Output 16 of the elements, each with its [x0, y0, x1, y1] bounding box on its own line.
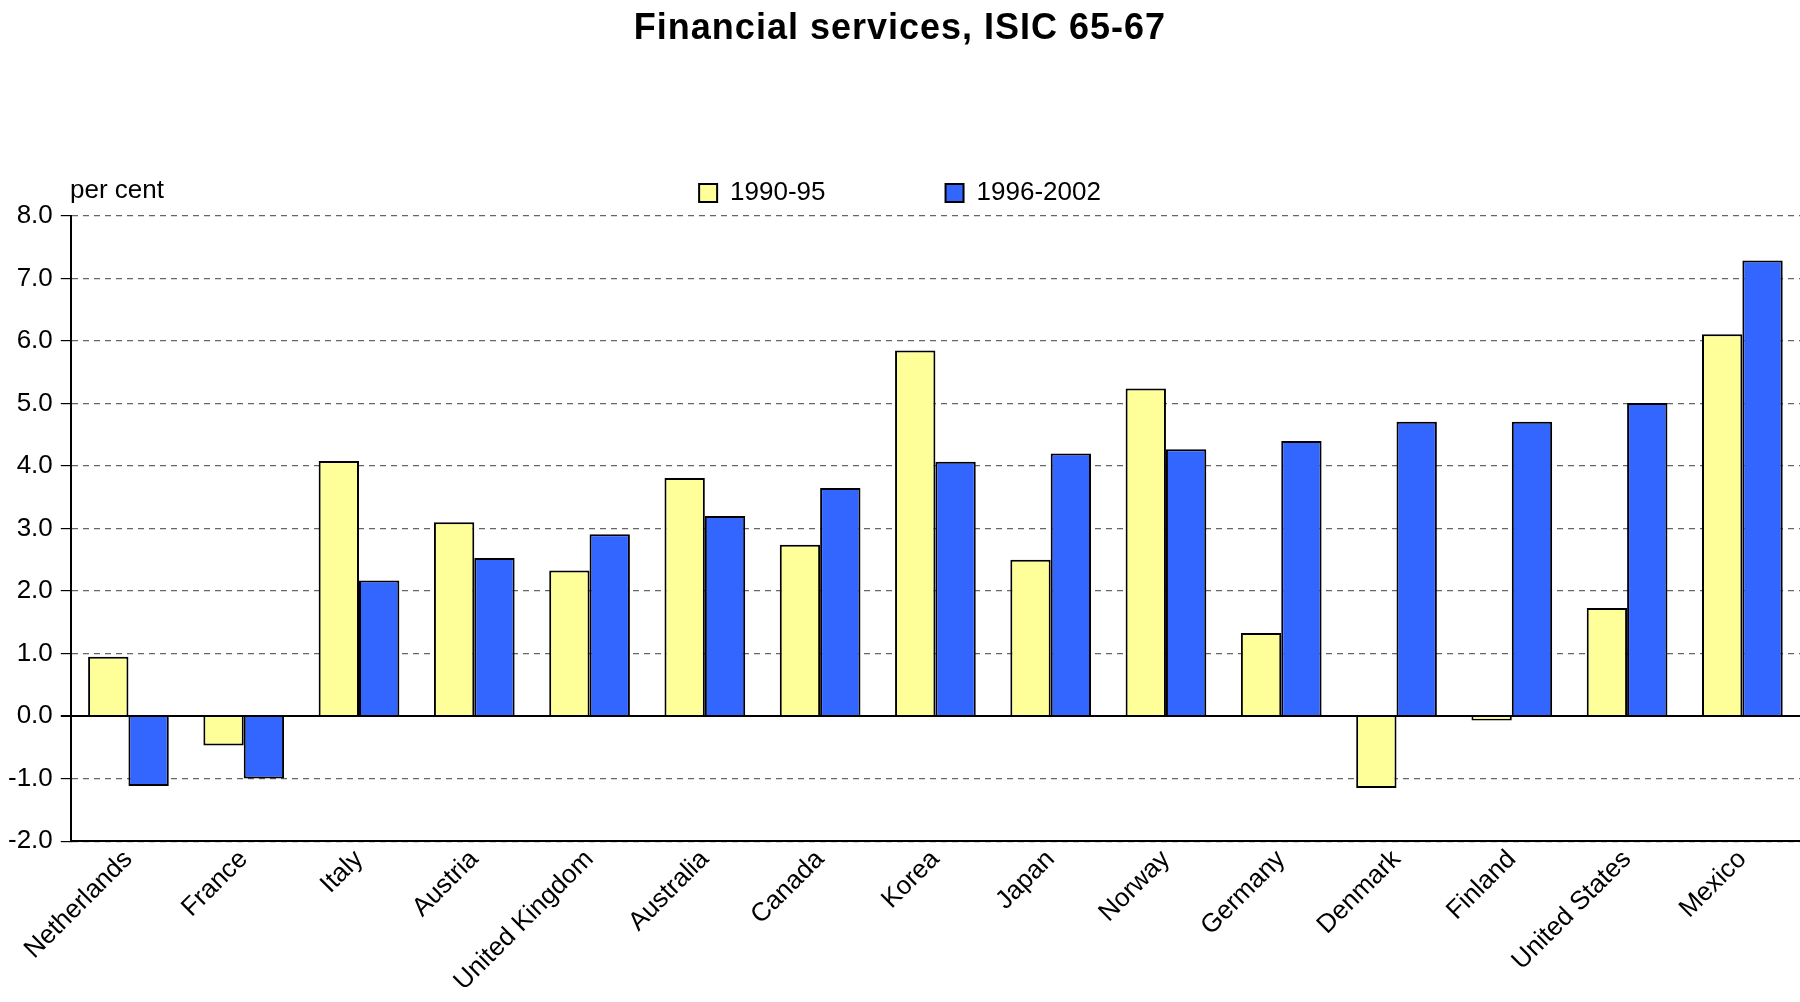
y-tick-label: -1.0: [7, 761, 53, 792]
y-tick-label: 7.0: [16, 261, 53, 292]
y-tick-label: 5.0: [16, 386, 53, 417]
y-tick-label: 6.0: [16, 324, 53, 355]
y-tick-label: 3.0: [16, 511, 53, 542]
y-tick-label: 0.0: [16, 699, 53, 730]
chart-title: Financial services, ISIC 65-67: [632, 6, 1168, 49]
y-tick-label: 1.0: [16, 636, 53, 667]
y-tick-label: 2.0: [16, 574, 53, 605]
legend-label: 1996-2002: [976, 176, 1101, 207]
y-tick-label: 4.0: [16, 449, 53, 480]
legend-label: 1990-95: [730, 176, 826, 207]
y-axis-title: per cent: [70, 174, 165, 205]
y-tick-label: -2.0: [7, 824, 53, 855]
x-tick-label: Italy: [313, 843, 369, 899]
y-tick-label: 8.0: [16, 199, 53, 230]
